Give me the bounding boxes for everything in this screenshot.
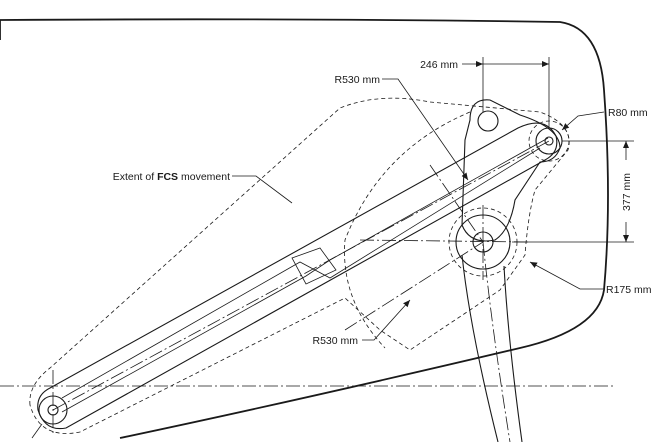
lower-pivot-inner bbox=[47, 404, 59, 416]
r530-top-leader bbox=[382, 78, 469, 181]
curved-strut-centerline bbox=[482, 241, 511, 442]
r530-bottom-leader bbox=[362, 299, 411, 341]
centerline-a bbox=[359, 239, 531, 243]
extent-suffix: movement bbox=[178, 171, 230, 183]
dim-r80-label: R80 mm bbox=[608, 107, 648, 119]
centerline-d bbox=[344, 241, 484, 331]
r80-pivot-inner bbox=[544, 136, 554, 146]
r80-pivot-outer bbox=[535, 127, 563, 155]
lower-pivot-leader bbox=[31, 423, 43, 439]
extent-label: Extent of FCS movement bbox=[113, 171, 230, 183]
dim-377-label: 377 mm bbox=[621, 173, 633, 211]
dim-r530-top-label: R530 mm bbox=[334, 74, 380, 86]
r530-arc bbox=[344, 111, 471, 349]
extent-leader bbox=[232, 175, 293, 204]
curved-strut bbox=[461, 254, 523, 442]
upper-pivot-hole bbox=[477, 110, 499, 132]
upper-link-plate bbox=[461, 99, 561, 242]
lower-pivot-outer bbox=[38, 395, 68, 425]
dim-r175-label: R175 mm bbox=[606, 284, 652, 296]
extent-bold: FCS bbox=[157, 171, 178, 183]
r80-leader bbox=[561, 111, 605, 131]
extent-prefix: Extent of bbox=[113, 171, 157, 183]
actuator-sleeve bbox=[291, 247, 337, 285]
movement-extent-envelope bbox=[29, 97, 570, 434]
body-outline bbox=[0, 18, 609, 439]
dim-r530-bottom-label: R530 mm bbox=[312, 335, 358, 347]
dim-246-label: 246 mm bbox=[420, 59, 458, 71]
arm-inner-rod-lower bbox=[61, 137, 549, 413]
r175-leader bbox=[529, 261, 604, 290]
centerline-c bbox=[429, 164, 484, 243]
arm-centerline bbox=[52, 140, 550, 411]
